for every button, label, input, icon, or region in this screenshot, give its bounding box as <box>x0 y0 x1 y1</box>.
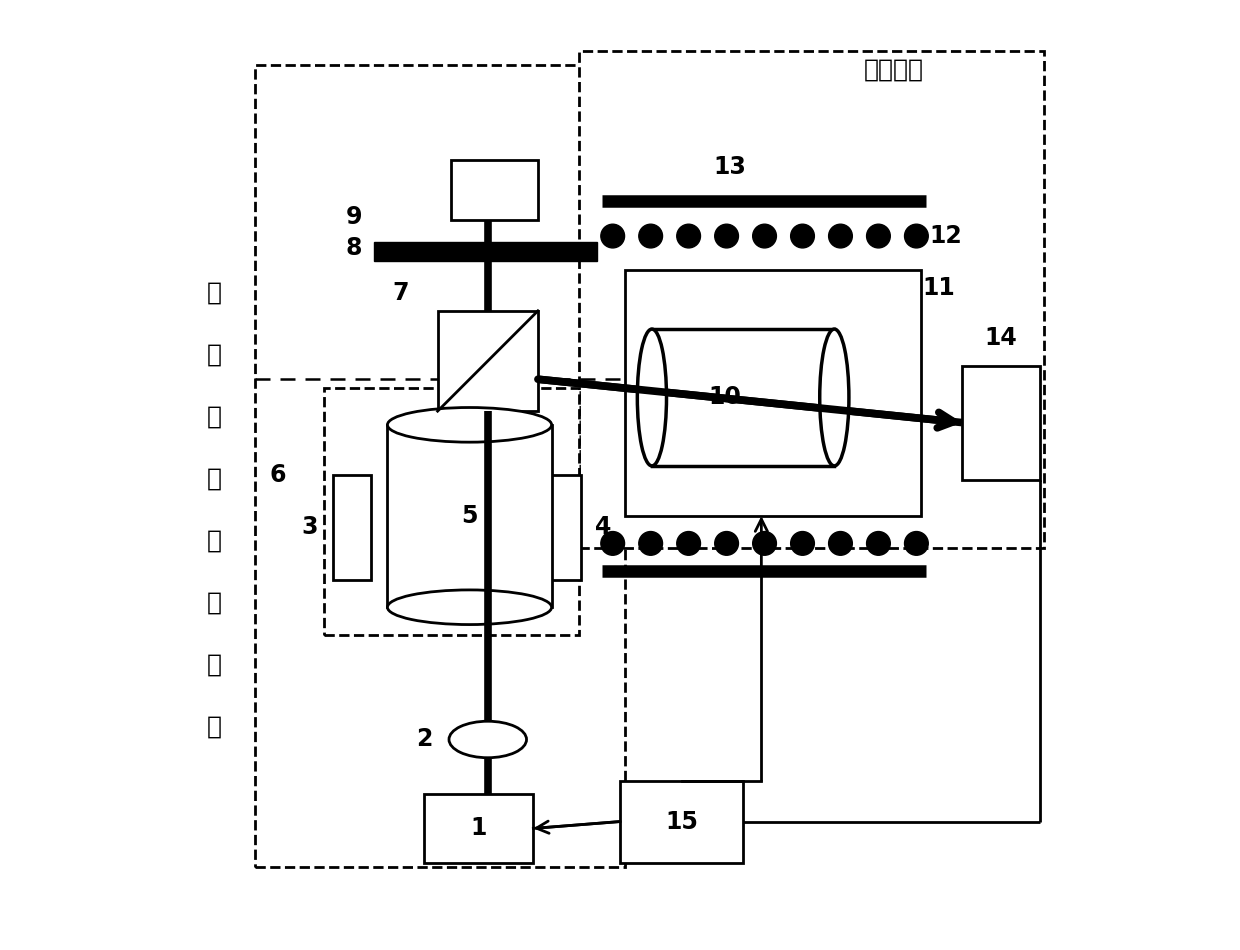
Bar <box>332 475 371 580</box>
Text: 物理部分: 物理部分 <box>863 57 924 81</box>
Text: 11: 11 <box>923 276 956 300</box>
Ellipse shape <box>820 329 849 466</box>
Text: 7: 7 <box>393 280 409 305</box>
Circle shape <box>904 532 929 555</box>
Text: 光: 光 <box>207 653 222 676</box>
Ellipse shape <box>637 329 667 466</box>
Text: 1: 1 <box>470 816 487 841</box>
Circle shape <box>639 532 662 555</box>
Bar <box>324 389 579 635</box>
Circle shape <box>753 532 776 555</box>
Bar <box>438 311 538 411</box>
Bar <box>579 51 1044 548</box>
Text: 6: 6 <box>270 463 286 487</box>
Circle shape <box>639 224 662 248</box>
Circle shape <box>714 532 739 555</box>
Circle shape <box>714 224 739 248</box>
Text: 第: 第 <box>207 405 222 428</box>
Text: 13: 13 <box>713 155 746 179</box>
Text: 5: 5 <box>461 504 477 528</box>
Text: 器: 器 <box>207 714 222 739</box>
Text: 拉: 拉 <box>207 343 222 367</box>
Text: 12: 12 <box>929 224 962 248</box>
Circle shape <box>867 224 890 248</box>
Bar <box>625 270 921 516</box>
Bar <box>620 781 743 863</box>
Circle shape <box>904 224 929 248</box>
Text: 4: 4 <box>595 516 611 540</box>
Circle shape <box>867 532 890 555</box>
Text: 子: 子 <box>207 528 222 553</box>
Circle shape <box>677 532 701 555</box>
Circle shape <box>601 224 625 248</box>
Text: 8: 8 <box>346 236 362 260</box>
Text: 15: 15 <box>665 809 698 833</box>
Text: 原: 原 <box>207 466 222 490</box>
Circle shape <box>601 532 625 555</box>
Ellipse shape <box>387 590 552 624</box>
Text: 9: 9 <box>346 205 362 229</box>
Text: 3: 3 <box>301 516 319 540</box>
Ellipse shape <box>449 721 527 758</box>
Circle shape <box>828 532 852 555</box>
Text: 14: 14 <box>985 326 1017 351</box>
Ellipse shape <box>387 408 552 442</box>
Text: 滤: 滤 <box>207 591 222 615</box>
Bar <box>652 329 835 466</box>
Circle shape <box>791 532 815 555</box>
Circle shape <box>677 224 701 248</box>
Bar <box>451 161 538 219</box>
Circle shape <box>828 224 852 248</box>
Bar <box>542 475 580 580</box>
Circle shape <box>753 224 776 248</box>
Text: 10: 10 <box>708 386 742 409</box>
Bar <box>424 794 533 863</box>
Text: 2: 2 <box>415 728 432 751</box>
Bar <box>387 425 552 607</box>
Bar <box>373 242 598 260</box>
Circle shape <box>791 224 815 248</box>
Bar <box>255 65 625 867</box>
Bar <box>962 366 1039 480</box>
Text: 法: 法 <box>207 280 222 305</box>
